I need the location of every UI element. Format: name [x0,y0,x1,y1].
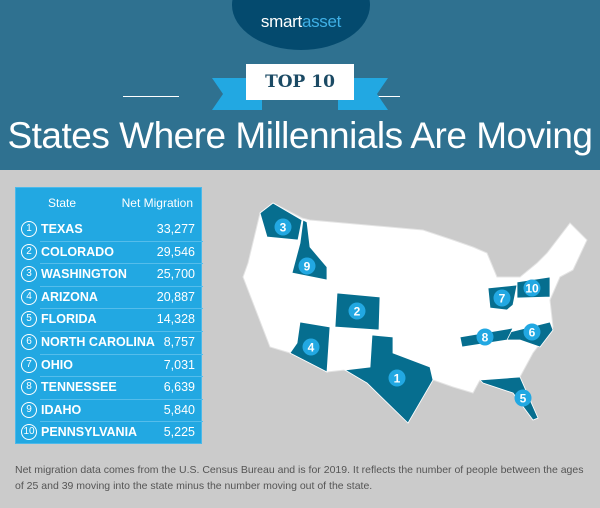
table-row: 5 FLORIDA 14,328 [16,308,203,331]
row-divider [40,421,203,423]
header-banner: smartasset TOP 10 States Where Millennia… [0,0,600,170]
footnote: Net migration data comes from the U.S. C… [15,464,584,492]
net-migration-value: 7,031 [163,357,195,372]
table-row: 1 TEXAS 33,277 [16,218,203,241]
rank-badge: 1 [21,221,37,237]
divider-left [123,96,179,97]
column-header-state: State [48,196,77,210]
state-name: TEXAS [41,222,83,236]
rank-marker-label: 10 [525,282,539,296]
net-migration-value: 25,700 [156,267,195,282]
rank-marker-label: 7 [499,292,506,306]
state-name: ARIZONA [41,289,98,304]
rank-marker [523,323,541,341]
rank-marker-label: 5 [520,392,527,406]
state-name: NORTH CAROLINA [41,335,155,349]
rank-badge: 3 [21,266,37,283]
net-migration-value: 6,639 [163,380,195,395]
rank-badge: 2 [21,243,37,260]
net-migration-value: 29,546 [156,244,195,259]
row-divider [40,331,203,332]
rank-marker [302,338,320,356]
state-florida [479,376,539,421]
state-name: OHIO [41,357,73,372]
rank-marker [348,302,366,320]
state-name: COLORADO [41,244,114,259]
rank-marker [493,289,511,307]
rank-marker-label: 9 [304,260,311,274]
row-divider [40,376,203,378]
net-migration-value: 20,887 [156,289,195,304]
net-migration-value: 14,328 [156,312,195,327]
row-divider [40,308,203,310]
rank-marker-label: 3 [280,221,287,235]
net-migration-value: 8,757 [163,335,195,349]
rank-marker-label: 2 [354,305,361,319]
top-10-badge: TOP 10 [246,64,354,100]
row-divider [40,263,203,265]
rank-badge: 8 [21,379,37,396]
net-migration-value: 5,840 [163,402,195,417]
state-name: PENNSYLVANIA [41,425,138,440]
rank-badge: 5 [21,311,37,328]
table-row: 9 IDAHO 5,840 [16,398,203,422]
rank-badge: 7 [21,356,37,373]
rank-marker-label: 8 [482,331,489,345]
page-title: States Where Millennials Are Moving [7,115,593,156]
rank-marker-label: 1 [394,372,401,386]
rank-marker [274,218,292,236]
table-row: 3 WASHINGTON 25,700 [16,263,203,286]
row-divider [40,240,203,242]
table-row: 7 OHIO 7,031 [16,353,203,377]
state-name: WASHINGTON [41,267,127,282]
rank-marker [388,369,406,387]
state-name: FLORIDA [41,312,97,327]
state-name: IDAHO [41,402,82,417]
net-migration-value: 33,277 [156,222,195,236]
table-row: 10 PENNSYLVANIA 5,225 [16,421,203,444]
logo-text-asset: asset [301,12,342,31]
table-row: 6 NORTH CAROLINA 8,757 [16,331,203,354]
net-migration-value: 5,225 [163,425,195,440]
rank-badge: 6 [21,334,37,350]
rank-badge: 9 [21,401,37,418]
column-header-net-migration: Net Migration [121,196,193,210]
rank-badge: 4 [21,288,37,305]
table-row: 4 ARIZONA 20,887 [16,285,203,309]
rank-marker [476,328,494,346]
rank-marker [298,257,316,275]
row-divider [40,285,203,287]
rank-marker [523,279,541,297]
table-row: 8 TENNESSEE 6,639 [16,376,203,399]
row-divider [40,398,203,400]
rank-marker-label: 6 [529,326,536,340]
rank-badge: 10 [21,424,37,441]
logo-text-smart: smart [260,12,302,31]
row-divider [40,353,203,355]
rank-marker-label: 4 [308,341,315,355]
ranking-table: State Net Migration 1 TEXAS 33,277 2 COLORAD… [15,187,203,444]
table-row: 2 COLORADO 29,546 [16,240,203,264]
rank-marker [514,389,532,407]
state-name: TENNESSEE [41,380,117,395]
